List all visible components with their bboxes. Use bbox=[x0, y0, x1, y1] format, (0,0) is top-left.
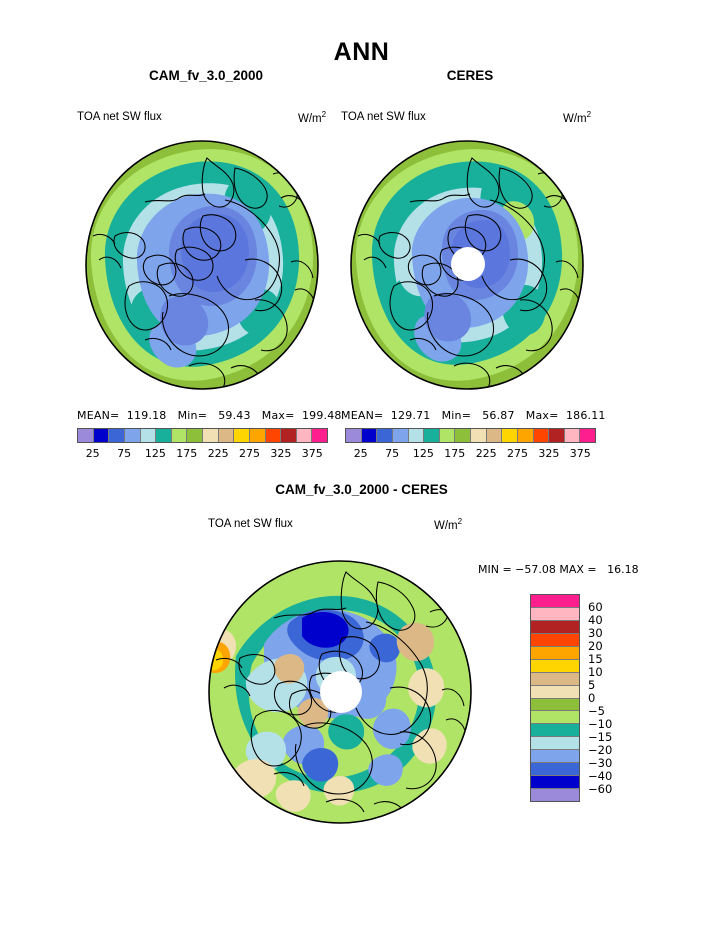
units-text-obs: W/m bbox=[563, 112, 587, 125]
colorbar-difference-tick: 15 bbox=[588, 652, 603, 666]
pole-data-gap bbox=[451, 247, 485, 281]
units-exponent-difference: 2 bbox=[457, 517, 463, 526]
colorbar-difference-tick: 20 bbox=[588, 639, 603, 653]
units-label-model: W/m2 bbox=[298, 110, 326, 125]
colorbar-obs-tick: 125 bbox=[412, 447, 434, 460]
colorbar-obs-tick: 375 bbox=[569, 447, 591, 460]
minmax-difference: MIN = −57.08 MAX = 16.18 bbox=[478, 563, 639, 576]
colorbar-difference-tick: 5 bbox=[588, 678, 596, 692]
colorbar-difference-tick: −15 bbox=[588, 730, 613, 744]
colorbar-difference-tick: −20 bbox=[588, 743, 613, 757]
colorbar-difference-tick: −60 bbox=[588, 782, 613, 796]
panel-title-difference: CAM_fv_3.0_2000 - CERES bbox=[275, 482, 448, 497]
colorbar-model-tick: 225 bbox=[207, 447, 229, 460]
colorbar-difference-tick: −40 bbox=[588, 769, 613, 783]
colorbar-difference-tick: 60 bbox=[588, 600, 603, 614]
field-label-difference: TOA net SW flux bbox=[208, 518, 293, 530]
colorbar-model-tick: 275 bbox=[239, 447, 260, 460]
units-text-model: W/m bbox=[298, 112, 322, 125]
units-exponent-obs: 2 bbox=[586, 110, 592, 119]
colorbar-difference-tick: 40 bbox=[588, 613, 603, 627]
pole-data-gap bbox=[320, 671, 362, 713]
colorbar-difference-labels: 60 40 30 20 15 10 5 0 −5 −10 −15 −20 −30… bbox=[580, 594, 640, 802]
polar-map-model[interactable] bbox=[85, 140, 319, 390]
stats-model: MEAN= 119.18 Min= 59.43 Max= 199.48 bbox=[77, 409, 342, 422]
units-exponent-model: 2 bbox=[321, 110, 327, 119]
field-label-obs: TOA net SW flux bbox=[341, 111, 426, 123]
figure-main-title: ANN bbox=[333, 38, 390, 66]
colorbar-difference-tick: −5 bbox=[588, 704, 605, 718]
colorbar-obs-tick: 25 bbox=[353, 447, 368, 460]
colorbar-model-tick: 75 bbox=[117, 447, 132, 460]
panel-title-model: CAM_fv_3.0_2000 bbox=[148, 68, 264, 83]
polar-map-obs[interactable] bbox=[350, 140, 584, 390]
colorbar-model-tick: 125 bbox=[144, 447, 166, 460]
colorbar-model-tick: 375 bbox=[301, 447, 323, 460]
colorbar-model-tick: 175 bbox=[176, 447, 198, 460]
colorbar-difference-tick: −10 bbox=[588, 717, 613, 731]
colorbar-model-tick: 325 bbox=[270, 447, 292, 460]
colorbar-model[interactable]: 25 75 125 175 225 275 325 375 bbox=[77, 428, 328, 467]
colorbar-difference-tick: 10 bbox=[588, 665, 603, 679]
colorbar-difference-tick: −30 bbox=[588, 756, 613, 770]
panel-title-obs: CERES bbox=[446, 68, 494, 83]
colorbar-obs-tick: 325 bbox=[538, 447, 560, 460]
polar-map-difference[interactable] bbox=[208, 560, 472, 824]
colorbar-difference-tick: 30 bbox=[588, 626, 603, 640]
colorbar-difference[interactable]: 60 40 30 20 15 10 5 0 −5 −10 −15 −20 −30… bbox=[530, 594, 612, 802]
colorbar-obs-tick: 75 bbox=[385, 447, 400, 460]
colorbar-difference-tick: 0 bbox=[588, 691, 596, 705]
colorbar-obs[interactable]: 25 75 125 175 225 275 325 375 bbox=[345, 428, 596, 467]
colorbar-difference-swatches[interactable] bbox=[530, 594, 580, 802]
colorbar-model-swatches[interactable] bbox=[77, 428, 328, 443]
units-text-difference: W/m bbox=[434, 519, 458, 532]
colorbar-model-tick: 25 bbox=[85, 447, 100, 460]
colorbar-obs-tick: 225 bbox=[475, 447, 497, 460]
colorbar-obs-tick: 175 bbox=[444, 447, 466, 460]
colorbar-obs-swatches[interactable] bbox=[345, 428, 596, 443]
field-label-model: TOA net SW flux bbox=[77, 111, 162, 123]
units-label-obs: W/m2 bbox=[563, 110, 591, 125]
units-label-difference: W/m2 bbox=[434, 517, 462, 532]
colorbar-obs-tick: 275 bbox=[507, 447, 528, 460]
stats-obs: MEAN= 129.71 Min= 56.87 Max= 186.11 bbox=[341, 409, 606, 422]
